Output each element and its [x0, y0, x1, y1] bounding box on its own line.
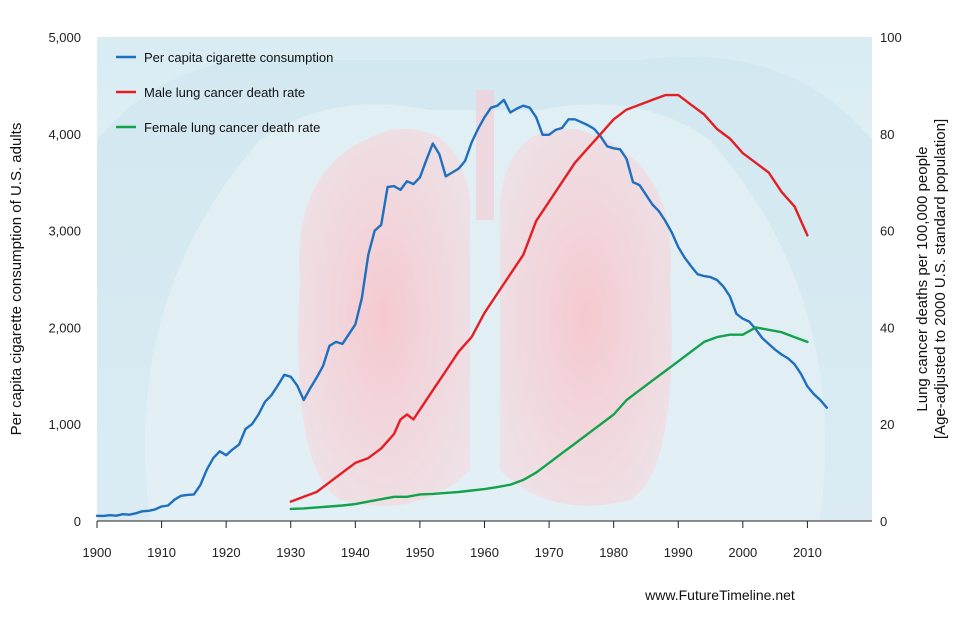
y-axis-right-label-line2: [Age-adjusted to 2000 U.S. standard popu…	[932, 119, 949, 439]
y-left-tick-label: 3,000	[48, 224, 81, 239]
y-right-tick-label: 0	[880, 514, 887, 529]
series-line-female-lung-cancer-death-rate	[289, 326, 809, 511]
x-tick-label: 1950	[405, 545, 434, 560]
legend-label: Male lung cancer death rate	[144, 85, 305, 100]
y-left-tick-label: 4,000	[48, 127, 81, 142]
x-tick-label: 1940	[341, 545, 370, 560]
x-tick-label: 2010	[793, 545, 822, 560]
x-tick-label: 1960	[470, 545, 499, 560]
series-line-per-capita-cigarette-consumption	[95, 98, 828, 518]
y-axis-right-label-line1: Lung cancer deaths per 100,000 people	[914, 146, 931, 411]
x-tick-label: 1930	[276, 545, 305, 560]
x-tick-label: 2000	[728, 545, 757, 560]
x-tick-label: 1910	[147, 545, 176, 560]
y-axis-left-label: Per capita cigarette consumption of U.S.…	[8, 123, 25, 436]
y-right-tick-label: 20	[880, 417, 894, 432]
y-left-tick-label: 0	[74, 514, 81, 529]
axes: 1900 1910 1920 1930 1940 1950 1960 1970 1980 1990…	[48, 30, 901, 560]
y-left-tick-label: 1,000	[48, 417, 81, 432]
y-left-tick-label: 2,000	[48, 320, 81, 335]
series-line-male-lung-cancer-death-rate	[289, 93, 809, 503]
x-tick-label: 1900	[83, 545, 112, 560]
legend-label: Per capita cigarette consumption	[144, 50, 333, 65]
footer-url: www.FutureTimeline.net	[644, 587, 795, 603]
y-left-tick-label: 5,000	[48, 30, 81, 45]
x-tick-label: 1920	[212, 545, 241, 560]
series-layer	[95, 93, 828, 518]
y-right-tick-label: 60	[880, 224, 894, 239]
y-right-tick-label: 40	[880, 320, 894, 335]
y-right-tick-label: 80	[880, 127, 894, 142]
legend-label: Female lung cancer death rate	[144, 120, 320, 135]
x-tick-label: 1980	[599, 545, 628, 560]
y-right-tick-label: 100	[880, 30, 902, 45]
x-tick-label: 1970	[535, 545, 564, 560]
legend: Per capita cigarette consumption Male lun…	[116, 50, 333, 135]
x-tick-label: 1990	[664, 545, 693, 560]
background-illustration	[97, 37, 872, 522]
